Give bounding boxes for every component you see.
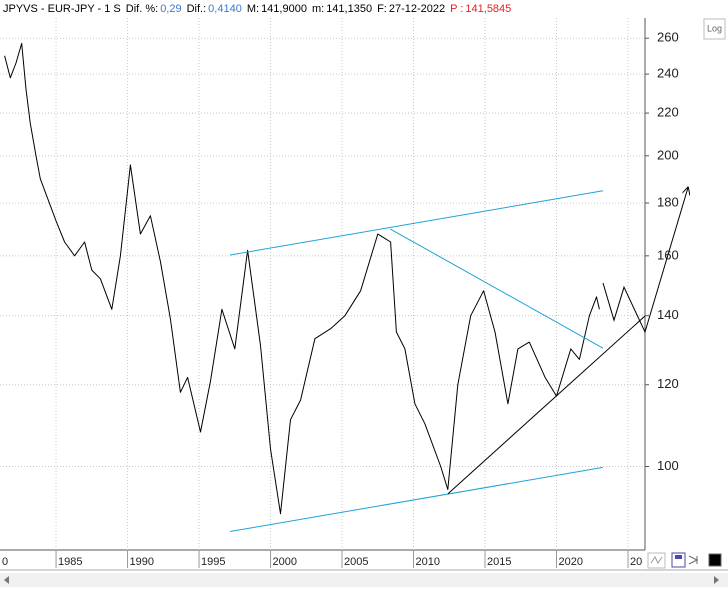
y-tick-label: 100 xyxy=(657,458,679,473)
x-tick-label: 0 xyxy=(2,556,8,568)
x-tick-label: 2010 xyxy=(416,556,440,568)
x-tick-label: 1985 xyxy=(58,556,82,568)
price-line xyxy=(4,42,600,515)
scroll-left[interactable] xyxy=(4,576,9,584)
header-item: P :141,5845 xyxy=(450,3,511,15)
log-label: Log xyxy=(707,23,722,33)
y-tick-label: 140 xyxy=(657,307,679,322)
header-value: 27-12-2022 xyxy=(388,3,446,15)
trend-line xyxy=(389,228,604,349)
x-tick-label: 2005 xyxy=(344,556,368,568)
wave-icon xyxy=(650,556,663,564)
pin-button[interactable] xyxy=(688,555,699,565)
header-value: 0,29 xyxy=(160,3,182,15)
toolbar xyxy=(647,552,722,569)
y-tick-label: 260 xyxy=(657,30,679,45)
trend-line xyxy=(447,315,646,495)
save-icon xyxy=(675,555,682,559)
header-label: Dif.: xyxy=(186,3,207,15)
x-tick-label: 2015 xyxy=(487,556,511,568)
header-label: M: xyxy=(246,3,260,15)
y-tick-label: 120 xyxy=(657,376,679,391)
y-tick-label: 200 xyxy=(657,147,679,162)
header-label: P : xyxy=(450,3,464,15)
header-value: 141,9000 xyxy=(261,3,307,15)
header-item: F: 27-12-2022 xyxy=(377,3,445,15)
x-tick-label: 20 xyxy=(630,556,642,568)
y-tick-label: 180 xyxy=(657,194,679,209)
color-button[interactable] xyxy=(708,553,722,567)
scroll-right[interactable] xyxy=(714,576,719,584)
header: JPYVS - EUR-JPY - 1 S Dif. %: 0,29 Dif.: 0,4… xyxy=(0,0,700,18)
y-tick-label: 240 xyxy=(657,66,679,81)
x-tick-label: 1995 xyxy=(201,556,225,568)
scrollbar xyxy=(0,573,728,587)
header-item: m: 141,1350 xyxy=(312,3,372,15)
header-value: 141,1350 xyxy=(326,3,373,15)
header-value: 141,5845 xyxy=(465,3,512,15)
x-tick-label: 1990 xyxy=(130,556,154,568)
header-item: Dif.: 0,4140 xyxy=(187,3,242,15)
header-label: F: xyxy=(377,3,387,15)
log-button[interactable] xyxy=(703,18,726,40)
header-label: Dif. %: xyxy=(125,3,159,15)
y-tick-label: 220 xyxy=(657,105,679,120)
scroll-track[interactable] xyxy=(0,573,728,587)
header-label: m: xyxy=(311,3,325,15)
header-item: Dif. %: 0,29 xyxy=(126,3,182,15)
trend-line xyxy=(230,190,604,256)
header-label: JPYVS - EUR-JPY - 1 S xyxy=(3,3,121,15)
trend-line xyxy=(602,188,688,334)
trend-line xyxy=(230,466,604,532)
header-item: M: 141,9000 xyxy=(247,3,307,15)
header-item: JPYVS - EUR-JPY - 1 S xyxy=(3,3,121,15)
header-value: 0,4140 xyxy=(208,3,242,15)
x-tick-label: 2000 xyxy=(273,556,297,568)
x-tick-label: 2020 xyxy=(558,556,582,568)
